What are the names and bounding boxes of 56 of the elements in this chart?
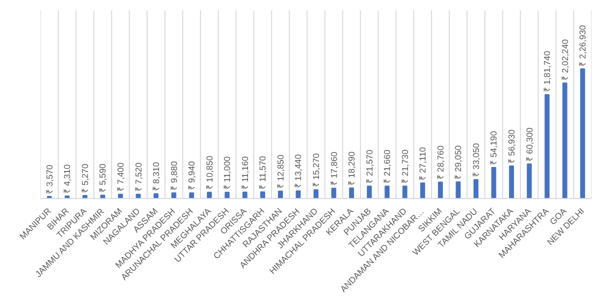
data-label: ₹ 7,400 [115,162,126,192]
bar [171,192,176,198]
bar [456,181,461,198]
bar [82,194,88,198]
data-label: ₹ 8,310 [151,162,162,192]
bar [224,192,230,198]
data-label: ₹ 29,050 [453,145,464,180]
bar [509,165,514,198]
data-label: ₹ 60,300 [524,127,534,162]
data-label: ₹ 54,190 [488,130,499,165]
data-label: ₹ 27,110 [418,146,428,180]
bar [366,186,372,198]
data-label: ₹ 2,26,930 [578,24,588,66]
bar [189,192,194,198]
bar [242,192,248,198]
bar [438,182,443,198]
data-label: ₹ 11,160 [240,156,250,190]
data-label: ₹ 21,570 [364,150,374,184]
data-label: ₹ 4,310 [62,164,72,194]
data-label: ₹ 1,81,740 [542,50,552,92]
data-label: ₹ 9,880 [168,161,179,190]
data-label: ₹ 21,660 [382,149,392,184]
bar [206,192,212,198]
bar [580,68,586,198]
data-label: ₹ 5,590 [98,163,108,193]
data-label: ₹ 18,290 [346,151,357,186]
bar [349,188,354,198]
bar [526,164,532,198]
data-label: ₹ 9,940 [186,160,197,190]
bar [474,179,478,198]
bar [154,193,158,198]
bar [278,190,283,198]
data-label: ₹ 21,730 [400,149,410,184]
bar [491,167,496,198]
bar [420,182,426,198]
data-label: ₹ 5,270 [80,164,90,193]
data-label: ₹ 7,520 [133,162,144,192]
bar [260,191,266,198]
data-label: ₹ 10,850 [204,156,214,190]
bar [562,82,568,198]
data-label: ₹ 3,570 [44,164,54,194]
bar [118,194,123,198]
data-label: ₹ 2,02,240 [560,39,570,80]
data-label: ₹ 12,850 [275,154,286,189]
data-label: ₹ 13,440 [293,154,304,188]
bar [384,186,390,198]
data-label: ₹ 28,760 [435,145,446,180]
data-label: ₹ 15,270 [311,153,321,188]
bar [314,189,318,198]
data-label: ₹ 11,000 [222,156,232,190]
data-label: ₹ 56,930 [506,129,517,164]
data-label: ₹ 17,860 [328,152,339,186]
data-label: ₹ 33,050 [470,142,481,178]
data-label: ₹ 11,570 [258,156,268,190]
bar [544,94,550,198]
bar [402,186,408,198]
